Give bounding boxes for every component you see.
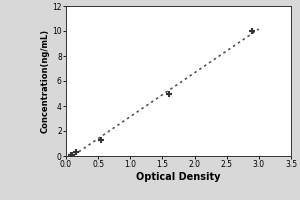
Y-axis label: Concentration(ng/mL): Concentration(ng/mL) xyxy=(40,29,50,133)
X-axis label: Optical Density: Optical Density xyxy=(136,172,221,182)
